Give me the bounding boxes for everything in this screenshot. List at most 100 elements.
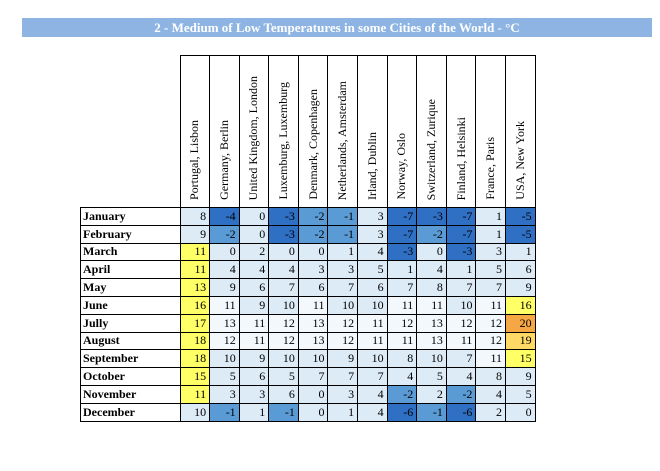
- cell: 5: [505, 384, 536, 404]
- cell: 9: [327, 349, 359, 369]
- column-label: Netherlands, Amsterdam: [335, 80, 350, 200]
- cell: 5: [209, 367, 240, 386]
- cell: 10: [209, 349, 240, 369]
- row: June 16 11 9 10 11 10 10 11 11 10 11 16: [80, 295, 536, 315]
- cell: 0: [238, 224, 270, 244]
- row-label: February: [80, 224, 181, 244]
- cell: -5: [505, 224, 536, 244]
- column-label: United Kingdom, London: [246, 75, 261, 200]
- cell: 13: [209, 313, 240, 333]
- cell: 13: [416, 331, 447, 351]
- cell: 12: [475, 313, 507, 333]
- cell: 11: [179, 384, 211, 404]
- cell: 11: [386, 295, 418, 315]
- cell: 3: [238, 384, 270, 404]
- row-label: December: [80, 402, 181, 422]
- column-header: United Kingdom, London: [238, 55, 270, 208]
- cell: 15: [505, 349, 536, 369]
- cell: -1: [268, 402, 299, 422]
- cell: -7: [386, 224, 418, 244]
- row-label: November: [80, 384, 181, 404]
- column-label: Germany, Berlin: [216, 120, 231, 200]
- cell: 12: [327, 331, 359, 351]
- row: February 9 -2 0 -3 -2 -1 3 -7 -2 -7 1 -5: [80, 224, 536, 244]
- cell: 10: [268, 295, 299, 315]
- cell: -1: [327, 224, 359, 244]
- cell: 11: [238, 313, 270, 333]
- cell: 4: [357, 242, 388, 262]
- row-label: May: [80, 278, 181, 297]
- cell: 4: [475, 384, 507, 404]
- cell: 0: [505, 402, 536, 422]
- cell: 6: [238, 367, 270, 386]
- cell: 10: [268, 349, 299, 369]
- cell: 12: [268, 313, 299, 333]
- row-label: September: [80, 349, 181, 369]
- cell: 12: [386, 313, 418, 333]
- cell: 3: [209, 384, 240, 404]
- row: March 11 0 2 0 0 1 4 -3 0 -3 3 1: [80, 242, 536, 262]
- cell: -2: [416, 224, 447, 244]
- cell: 10: [357, 349, 388, 369]
- cell: 19: [505, 331, 536, 351]
- cell: -7: [445, 207, 477, 226]
- cell: 11: [416, 295, 447, 315]
- cell: 4: [357, 384, 388, 404]
- row: January 8 -4 0 -3 -2 -1 3 -7 -3 -7 1 -5: [80, 207, 536, 226]
- cell: -2: [445, 384, 477, 404]
- cell: 4: [445, 367, 477, 386]
- cell: 18: [179, 331, 211, 351]
- cell: 9: [238, 349, 270, 369]
- cell: 5: [475, 260, 507, 280]
- cell: -1: [416, 402, 447, 422]
- cell: 13: [179, 278, 211, 297]
- cell: 3: [327, 384, 359, 404]
- cell: 1: [505, 242, 536, 262]
- cell: 10: [357, 295, 388, 315]
- cell: 7: [386, 278, 418, 297]
- cell: 11: [179, 242, 211, 262]
- cell: 4: [357, 402, 388, 422]
- cell: -7: [386, 207, 418, 226]
- column-header: Norway, Oslo: [386, 55, 418, 208]
- cell: 9: [209, 278, 240, 297]
- temperature-table: Portugal, Lisbon Germany, Berlin United Ki…: [80, 55, 536, 422]
- cell: 2: [475, 402, 507, 422]
- row: September 18 10 9 10 10 9 10 8 10 7 11 15: [80, 349, 536, 369]
- cell: 1: [327, 242, 359, 262]
- cell: 4: [209, 260, 240, 280]
- cell: -2: [386, 384, 418, 404]
- cell: 13: [416, 313, 447, 333]
- cell: 12: [268, 331, 299, 351]
- cell: 6: [505, 260, 536, 280]
- cell: 4: [386, 367, 418, 386]
- cell: -6: [386, 402, 418, 422]
- cell: 8: [179, 207, 211, 226]
- cell: 11: [357, 331, 388, 351]
- cell: 2: [238, 242, 270, 262]
- cell: 11: [445, 331, 477, 351]
- cell: 12: [209, 331, 240, 351]
- cell: 9: [505, 278, 536, 297]
- row-label: June: [80, 295, 181, 315]
- cell: 0: [416, 242, 447, 262]
- row: November 11 3 3 6 0 3 4 -2 2 -2 4 5: [80, 384, 536, 404]
- cell: -3: [445, 242, 477, 262]
- cell: 17: [179, 313, 211, 333]
- cell: 8: [386, 349, 418, 369]
- column-label: Norway, Oslo: [394, 133, 409, 200]
- cell: 7: [268, 278, 299, 297]
- cell: 11: [357, 313, 388, 333]
- cell: -4: [209, 207, 240, 226]
- cell: 13: [297, 313, 329, 333]
- row: May 13 9 6 7 6 7 6 7 8 7 7 9: [80, 278, 536, 297]
- cell: 1: [386, 260, 418, 280]
- cell: 11: [238, 331, 270, 351]
- row-label: August: [80, 331, 181, 351]
- cell: -6: [445, 402, 477, 422]
- cell: 3: [297, 260, 329, 280]
- column-label: USA, New York: [512, 121, 527, 200]
- column-header: Portugal, Lisbon: [179, 55, 211, 208]
- cell: -2: [297, 207, 329, 226]
- column-header: Finland, Helsinki: [445, 55, 477, 208]
